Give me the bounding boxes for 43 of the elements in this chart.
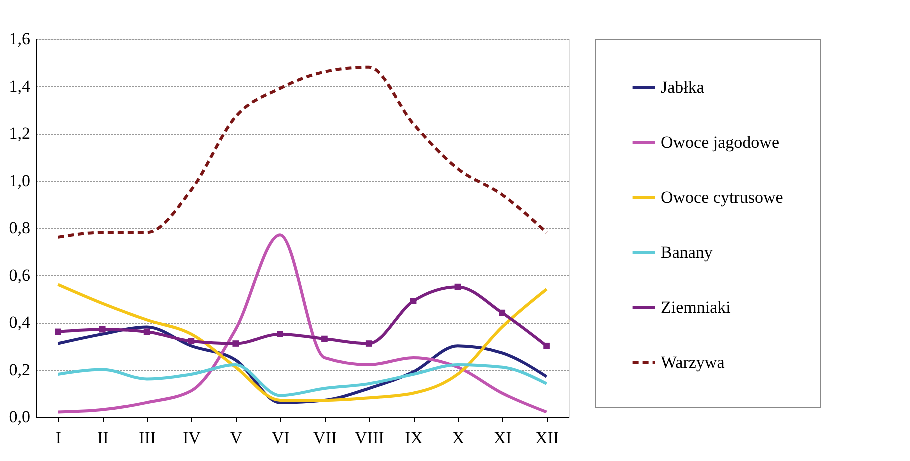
point (322, 336, 328, 342)
x-tick-label: IV (182, 428, 202, 448)
line-series (56, 364, 548, 398)
point (99, 326, 106, 333)
x-tick-label: IX (405, 428, 424, 448)
point (499, 310, 506, 316)
point (544, 342, 550, 350)
point (188, 338, 195, 345)
x-tick-label: XI (494, 428, 512, 448)
x-tick-label: II (97, 428, 110, 448)
line-series (56, 234, 548, 414)
x-tick-label: VI (272, 428, 290, 448)
legend-label: Owoce cytrusowe (661, 188, 784, 207)
point (410, 298, 417, 304)
point (55, 328, 62, 336)
point (454, 284, 462, 290)
y-tick-label: 0,2 (9, 360, 30, 380)
x-tick-label: V (230, 428, 244, 448)
x-tick-label: X (452, 428, 465, 448)
y-tick-label: 0,6 (9, 266, 30, 285)
line-series (56, 66, 548, 239)
y-tick-label: 0,4 (9, 313, 31, 332)
point (366, 340, 372, 347)
y-tick-label: 1,4 (9, 76, 31, 96)
legend-label: Owoce jagodowe (661, 133, 780, 152)
y-tick-label: 0,0 (9, 408, 30, 426)
x-tick-label: I (56, 428, 62, 448)
point (277, 331, 284, 338)
y-tick-label: 1,2 (9, 124, 30, 143)
line-series (56, 283, 548, 402)
x-tick-label: VIII (354, 428, 385, 448)
legend-label: Warzywa (661, 353, 726, 372)
legend-label: Ziemniaki (661, 298, 732, 317)
y-tick-label: 1,6 (9, 30, 30, 48)
point (232, 340, 240, 347)
x-tick-label: XII (535, 428, 560, 448)
legend-label: Banany (661, 243, 714, 262)
legend-label: Jabłka (661, 78, 705, 97)
y-tick-label: 0,8 (9, 218, 30, 238)
x-tick-label: VII (313, 428, 338, 448)
x-tick-label: III (139, 428, 156, 448)
point (144, 328, 150, 336)
y-tick-label: 1,0 (9, 171, 30, 190)
